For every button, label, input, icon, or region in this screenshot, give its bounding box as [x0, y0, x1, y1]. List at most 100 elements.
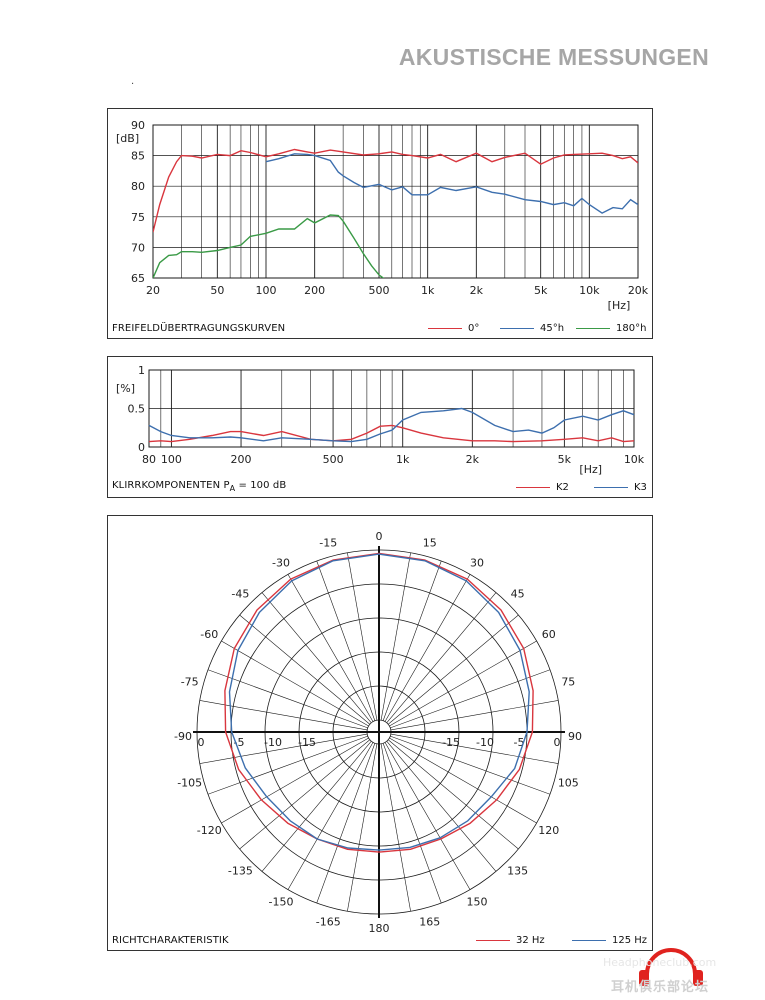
angle-label: 0	[376, 530, 383, 543]
angle-label: -30	[272, 556, 290, 569]
x-tick-label: 500	[323, 453, 344, 466]
spoke	[199, 700, 368, 731]
x-tick-label: 20	[146, 284, 160, 297]
plot-frame	[148, 369, 635, 448]
headphone-logo-icon	[639, 948, 703, 986]
legend-swatch	[576, 328, 610, 329]
series-line-0	[153, 148, 638, 233]
stray-dot: .	[131, 76, 135, 87]
legend-label: 180°h	[616, 323, 647, 334]
spoke	[316, 560, 376, 721]
angle-label: 90	[568, 730, 582, 743]
x-tick-label: 100	[256, 284, 277, 297]
frequency-response-panel: 65 70 75 80 85 90 [dB] 20 50 100 200 500 1k 2k 5k 10k 20…	[107, 108, 653, 339]
legend-swatch	[594, 487, 628, 488]
spoke	[347, 552, 378, 721]
radial-label-right: -15	[442, 736, 460, 749]
spoke	[221, 640, 369, 727]
legend-swatch	[476, 940, 510, 941]
legend-swatch	[500, 328, 534, 329]
x-tick-label: 5k	[558, 453, 572, 466]
distortion-chart: 0 0.5 1[%] 80 100 200 500 1k 2k 5k 10k [Hz]	[116, 364, 645, 476]
spoke	[221, 737, 369, 824]
spoke	[347, 743, 378, 912]
x-tick-label: 100	[161, 453, 182, 466]
x-tick-label: 500	[369, 284, 390, 297]
legend-series-k2: K2	[516, 482, 569, 493]
spoke	[261, 592, 372, 724]
spoke	[386, 592, 497, 724]
spoke	[390, 735, 551, 795]
angle-label: 45	[511, 587, 525, 600]
y-tick-label: 0.5	[128, 403, 146, 416]
radial-label-right: -10	[476, 736, 494, 749]
radial-label-left: -10	[264, 736, 282, 749]
y-tick-label: 0	[138, 441, 145, 454]
angle-label: -135	[228, 865, 253, 878]
angle-label: 120	[538, 824, 559, 837]
series-line-0	[148, 424, 635, 443]
angle-label: -150	[269, 896, 294, 909]
y-tick-label: 65	[131, 272, 145, 285]
series-line-1	[148, 407, 635, 443]
directivity-panel: 0 15 30 45 60 75 90 105 120 135 150 165 180 -165 -150-…	[107, 515, 653, 951]
spoke	[384, 742, 471, 890]
x-tick-label: 1k	[396, 453, 410, 466]
x-tick-label: 2k	[470, 284, 484, 297]
spoke	[261, 740, 372, 872]
angle-label: 75	[561, 675, 575, 688]
radial-label-right: -5	[514, 736, 525, 749]
legend-label: 32 Hz	[516, 935, 545, 946]
spoke	[207, 735, 368, 795]
x-tick-label: 1k	[421, 284, 435, 297]
series-line-1	[228, 553, 530, 851]
angle-label: 180	[369, 922, 390, 935]
spoke	[390, 669, 551, 729]
legend-label: K3	[634, 482, 647, 493]
spoke	[207, 669, 368, 729]
angle-label: 150	[467, 896, 488, 909]
spoke	[380, 743, 411, 912]
spoke	[386, 740, 497, 872]
distortion-panel: 0 0.5 1 [%] 80 100 200 500 1k 2k 5k 10k [Hz] KLIRRKO…	[107, 356, 653, 498]
x-axis-label: [Hz]	[608, 299, 631, 312]
angle-label: 60	[542, 628, 556, 641]
y-tick-label: 80	[131, 180, 145, 193]
legend-label: 0°	[468, 323, 480, 334]
radial-label-left: -15	[298, 736, 316, 749]
legend-label: 45°h	[540, 323, 565, 334]
y-axis-label: [dB]	[116, 132, 139, 145]
spoke	[287, 574, 374, 722]
spoke	[199, 733, 368, 764]
angle-label: 105	[558, 777, 579, 790]
spoke	[387, 739, 519, 850]
y-tick-label: 70	[131, 241, 145, 254]
spoke	[384, 574, 471, 722]
x-tick-label: 10k	[624, 453, 645, 466]
frequency-response-title: FREIFELDÜBERTRAGUNGSKURVEN	[112, 323, 286, 334]
spoke	[389, 640, 537, 727]
page-title: AKUSTISCHE MESSUNGEN	[398, 44, 709, 70]
spoke	[390, 733, 559, 764]
directivity-polar-chart: 0153045607590105120135150165180-165-150-…	[174, 530, 582, 935]
y-tick-label: 90	[131, 119, 145, 132]
legend-swatch	[428, 328, 462, 329]
spoke	[380, 552, 411, 721]
legend-series-32hz: 32 Hz	[476, 935, 545, 946]
legend-label: 125 Hz	[612, 935, 648, 946]
spoke	[316, 743, 376, 904]
x-tick-label: 50	[210, 284, 224, 297]
angle-label: -120	[197, 824, 222, 837]
legend-series-0deg: 0°	[428, 323, 479, 334]
x-tick-label: 20k	[628, 284, 649, 297]
y-axis-label: [%]	[116, 382, 135, 395]
x-tick-label: 2k	[466, 453, 480, 466]
spoke	[239, 739, 371, 850]
spoke	[382, 743, 442, 904]
spoke	[390, 700, 559, 731]
legend-label: K2	[556, 482, 569, 493]
directivity-title: RICHTCHARAKTERISTIK	[112, 935, 229, 946]
legend-series-45h: 45°h	[500, 323, 564, 334]
spoke	[287, 742, 374, 890]
y-tick-label: 1	[138, 364, 145, 377]
